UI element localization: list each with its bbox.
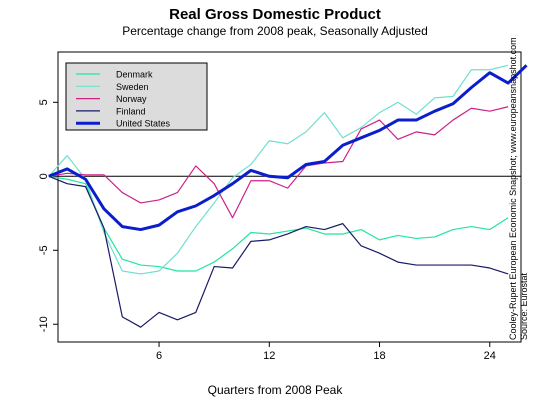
series-line-denmark [48,175,509,272]
chart-subtitle: Percentage change from 2008 peak, Season… [122,24,428,38]
legend-label: Denmark [116,70,153,80]
x-tick-label: 24 [484,350,496,362]
y-tick-label: -10 [38,316,50,332]
series-line-united-states [48,64,528,232]
axis-ticks: 6 12 18 24 -10 -5 0 5 [38,99,496,362]
source-note: Cooley-Rupert European Economic Snapshot… [508,37,530,340]
x-axis-label: Quarters from 2008 Peak [207,383,343,397]
series-line-finland [48,175,509,328]
legend-label: Finland [116,106,146,116]
series-line-norway [48,106,509,219]
legend-label: Norway [116,94,147,104]
source-note-line: Source: Eurostat [519,272,529,340]
x-tick-label: 12 [263,350,275,362]
x-tick-label: 6 [156,350,162,362]
source-note-line: Cooley-Rupert European Economic Snapshot… [508,37,518,340]
legend: Denmark Sweden Norway Finland United States [65,62,208,131]
series-line-sweden [48,64,509,275]
chart-title: Real Gross Domestic Product [169,6,381,23]
x-tick-label: 18 [373,350,385,362]
series-lines [48,64,528,328]
legend-label: United States [116,119,171,129]
plot-frame [57,51,522,343]
y-tick-label: -5 [38,245,50,255]
y-tick-label: 0 [38,173,50,179]
y-tick-label: 5 [38,99,50,105]
legend-label: Sweden [116,82,149,92]
